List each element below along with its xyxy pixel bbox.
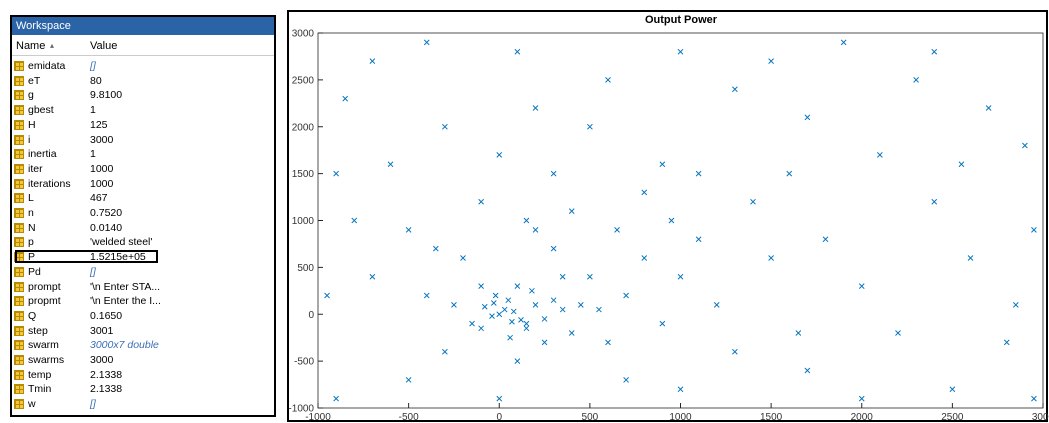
x-tick-label: 0	[496, 412, 502, 423]
chart: Output Power -1000 -500 0 500 1000 1500 2000 25…	[0, 0, 1049, 423]
y-tick-label: 2500	[292, 75, 315, 86]
y-tick-label: 2000	[292, 122, 315, 133]
x-tick-label: 2000	[851, 412, 874, 423]
x-tick-label: 1000	[669, 412, 692, 423]
x-tick-label: -500	[399, 412, 419, 423]
x-tick-label: 3000	[1032, 412, 1049, 423]
y-tick-label: 1000	[292, 216, 315, 227]
x-tick-label: -1000	[305, 412, 331, 423]
y-tick-label: 1500	[292, 169, 315, 180]
y-tick-label: -500	[294, 357, 314, 368]
x-tick-label: 2500	[941, 412, 964, 423]
chart-title: Output Power	[645, 14, 718, 26]
y-tick-label: 0	[308, 310, 314, 321]
y-tick-label: 3000	[292, 29, 315, 40]
x-tick-label: 1500	[760, 412, 783, 423]
y-tick-label: 500	[297, 263, 314, 274]
x-tick-label: 500	[582, 412, 599, 423]
page: {"workspace": {"title": "Workspace", "he…	[0, 0, 1049, 423]
plot-area	[318, 33, 1043, 408]
